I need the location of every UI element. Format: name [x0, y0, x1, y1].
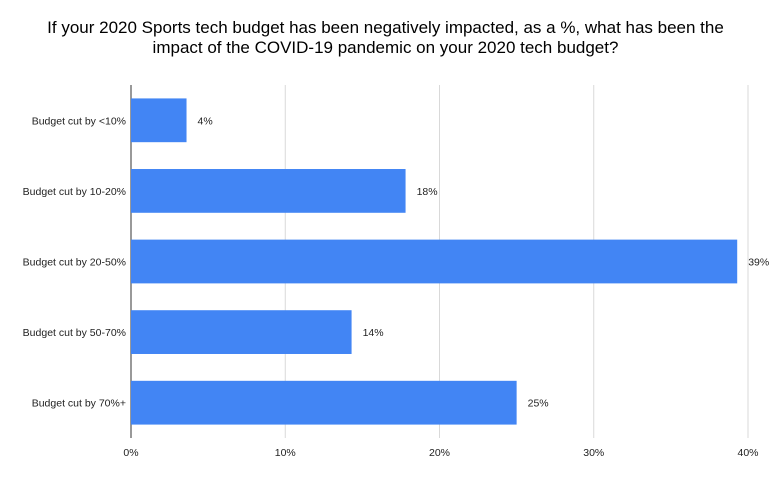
chart-title: If your 2020 Sports tech budget has been…: [0, 18, 771, 58]
category-label: Budget cut by 50-70%: [23, 327, 126, 339]
labels: 0% 10% 20% 30% 40% Budget cut by <10% 4% Budget…: [23, 115, 770, 459]
data-label: 4%: [198, 115, 213, 127]
category-label: Budget cut by 20-50%: [23, 257, 126, 269]
data-label: 25%: [528, 398, 549, 410]
data-label: 39%: [748, 257, 769, 269]
bar: [131, 380, 517, 425]
x-tick-label: 10%: [275, 447, 296, 459]
category-label: Budget cut by 10-20%: [23, 186, 126, 198]
bar: [131, 169, 406, 213]
category-label: Budget cut by 70%+: [32, 398, 126, 410]
x-tick-label: 0%: [123, 447, 138, 459]
x-tick-label: 30%: [583, 447, 604, 459]
chart-title-line-2: impact of the COVID-19 pandemic on your …: [152, 38, 619, 57]
category-label: Budget cut by <10%: [32, 115, 126, 127]
bar: [131, 310, 352, 354]
bar: [131, 98, 187, 143]
bar: [131, 239, 738, 284]
chart-title-line-1: If your 2020 Sports tech budget has been…: [47, 18, 724, 37]
bars: [131, 98, 738, 425]
data-label: 18%: [417, 186, 438, 198]
data-label: 14%: [363, 327, 384, 339]
x-tick-label: 40%: [737, 447, 758, 459]
x-tick-label: 20%: [429, 447, 450, 459]
